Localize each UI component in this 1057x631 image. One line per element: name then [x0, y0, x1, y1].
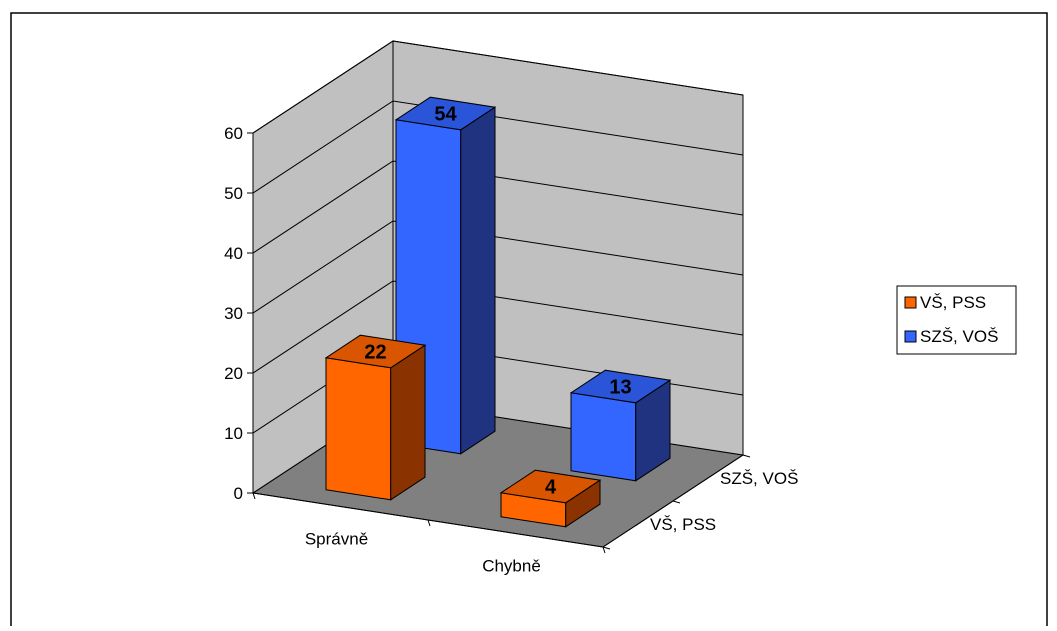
legend-swatch-series-2	[904, 330, 917, 343]
bar	[569, 369, 672, 482]
y-tick-label: 30	[224, 304, 243, 323]
bar	[324, 334, 427, 501]
y-tick-label: 50	[224, 184, 243, 203]
legend-box	[896, 285, 1017, 355]
x-tick-mark	[602, 546, 606, 554]
y-tick-label: 60	[224, 124, 243, 143]
legend-entry-series-2: SZŠ, VOŠ	[920, 327, 998, 346]
x-category-label: Správně	[305, 530, 368, 549]
bar-front-face	[570, 392, 637, 482]
y-tick-label: 40	[224, 244, 243, 263]
data-label: 4	[545, 477, 557, 499]
gridline	[252, 160, 744, 254]
chart-axes: 0 10 20 30 40 50 60 Správně Chybně VŠ, PSS SZŠ, VO…	[224, 124, 798, 576]
legend: VŠ, PSS SZŠ, VOŠ	[896, 285, 1017, 355]
bar-top-face	[324, 334, 427, 369]
depth-tick-mark	[602, 546, 611, 550]
y-tick-label: 0	[234, 484, 243, 503]
bar-side-face	[390, 344, 426, 501]
bar-top-face	[499, 469, 602, 504]
bar-side-face	[460, 106, 496, 455]
depth-tick-mark	[742, 454, 751, 458]
x-category-label: Chybně	[482, 557, 541, 576]
y-tick-label: 20	[224, 364, 243, 383]
x-tick-mark	[427, 519, 431, 527]
gridline	[252, 100, 744, 194]
depth-tick-mark	[672, 500, 681, 504]
gridline	[252, 40, 744, 134]
chart-labels: 54 13 22 4	[364, 104, 631, 499]
gridline	[252, 280, 744, 374]
bar-top-face	[394, 96, 497, 131]
depth-category-label: SZŠ, VOŠ	[720, 469, 798, 488]
bar-front-face	[325, 357, 392, 501]
data-label: 13	[609, 377, 631, 399]
y-tick-label: 10	[224, 424, 243, 443]
legend-swatch-series-1	[904, 296, 917, 309]
chart-bars	[324, 96, 672, 528]
bar	[499, 469, 602, 528]
depth-category-label: VŠ, PSS	[650, 515, 716, 534]
gridline	[252, 220, 744, 314]
data-label: 22	[364, 342, 386, 364]
x-tick-mark	[252, 492, 256, 500]
bar-top-face	[569, 369, 672, 404]
legend-entry-series-1: VŠ, PSS	[920, 293, 986, 312]
data-label: 54	[434, 104, 457, 126]
